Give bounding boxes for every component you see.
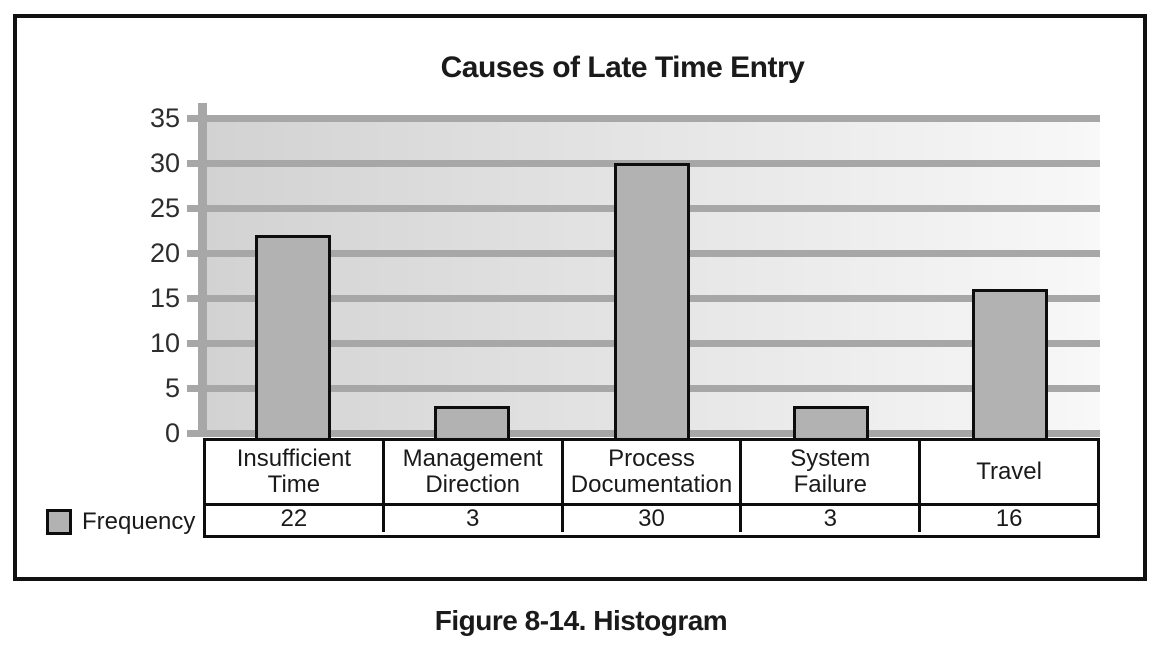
y-tick-label: 0 <box>164 418 180 448</box>
gridline-35 <box>203 114 1100 122</box>
legend: Frequency <box>46 505 195 538</box>
table-value-cell: 22 <box>280 505 308 532</box>
data-table: Insufficient Time Management Direction Proce… <box>203 438 1100 538</box>
y-tick-label: 5 <box>164 373 180 403</box>
legend-label: Frequency <box>82 507 196 535</box>
y-axis-tick <box>187 294 199 302</box>
table-category-row: Insufficient Time Management Direction Proce… <box>206 441 1097 503</box>
table-category-cell: Insufficient Time <box>236 445 352 498</box>
table-category-cell: Process Documentation <box>560 441 740 503</box>
bar-insufficient-time <box>254 235 331 438</box>
bar-system-failure <box>792 406 869 438</box>
bar-travel <box>972 289 1049 438</box>
figure-frame: Causes of Late Time Entry 35 30 25 20 15 10 5 0… <box>13 14 1147 581</box>
table-category-cell: System Failure <box>739 441 918 503</box>
table-value-cell: 30 <box>560 505 740 532</box>
bar-process-documentation <box>613 163 690 438</box>
table-category-cell: Travel <box>918 441 1097 503</box>
y-tick-label: 30 <box>149 148 180 178</box>
y-axis-tick <box>187 159 199 167</box>
table-value-cell: 3 <box>381 505 561 532</box>
y-tick-label: 25 <box>149 193 180 223</box>
legend-swatch-icon <box>46 508 72 535</box>
y-tick-label: 35 <box>149 103 180 133</box>
figure-caption: Figure 8-14. Histogram <box>434 605 728 636</box>
chart-title: Causes of Late Time Entry <box>440 51 805 84</box>
y-tick-label: 20 <box>149 238 180 268</box>
y-axis-tick <box>187 339 199 347</box>
y-axis-tick <box>187 249 199 257</box>
table-value-cell: 3 <box>739 505 918 532</box>
table-value-cell: 16 <box>918 505 1097 532</box>
bar-management-direction <box>434 406 511 438</box>
table-value-row: 22 3 30 3 16 <box>206 503 1097 532</box>
y-axis-line <box>198 103 207 437</box>
y-tick-label: 10 <box>149 328 180 358</box>
y-tick-label: 15 <box>149 283 180 313</box>
y-axis-tick <box>187 429 199 437</box>
y-axis-tick <box>187 114 199 122</box>
y-axis-tick <box>187 384 199 392</box>
y-axis-tick <box>187 204 199 212</box>
table-category-cell: Management Direction <box>381 441 561 503</box>
